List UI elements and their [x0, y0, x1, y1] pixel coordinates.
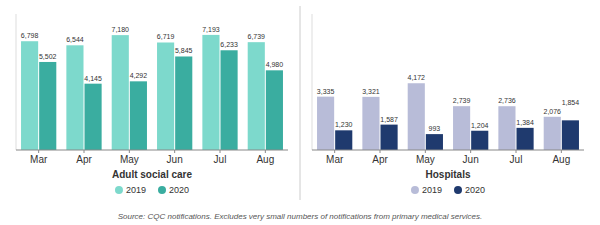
x-tick-label: Jul — [214, 154, 227, 165]
legend-label: 2019 — [126, 185, 146, 195]
bar — [130, 81, 147, 150]
data-label: 6,798 — [21, 32, 39, 39]
x-tick-label: Jun — [463, 154, 479, 165]
legend-label: 2020 — [465, 185, 485, 195]
legend-label: 2019 — [422, 185, 442, 195]
data-label: 1,384 — [516, 119, 534, 126]
x-tick — [516, 150, 517, 153]
x-tick — [220, 150, 221, 153]
data-label: 5,845 — [175, 47, 193, 54]
x-tick-label: Aug — [256, 154, 274, 165]
data-label: 3,321 — [362, 88, 380, 95]
data-label: 2,739 — [453, 97, 471, 104]
data-label: 4,292 — [130, 72, 148, 79]
bar — [248, 42, 265, 150]
legend-marker — [454, 186, 462, 194]
legend-marker — [158, 186, 166, 194]
panel-separator — [300, 6, 301, 200]
legend-marker — [411, 186, 419, 194]
bar — [221, 50, 238, 150]
bar — [202, 35, 219, 150]
bar — [471, 131, 488, 150]
bar — [85, 84, 102, 150]
data-label: 1,587 — [380, 116, 398, 123]
data-label: 1,204 — [471, 122, 489, 129]
chart-root: 6,798 6,544 7,180 6,719 7,193 6,739 5,502 4,145… — [0, 0, 600, 225]
y-axis-line — [312, 14, 313, 150]
bars — [21, 35, 283, 150]
legend: 2019 2020 — [411, 185, 485, 195]
x-tick-label: May — [120, 154, 139, 165]
x-tick-label: Mar — [30, 154, 48, 165]
data-label: 1,230 — [335, 121, 353, 128]
x-tick — [84, 150, 85, 153]
bar — [408, 83, 425, 150]
x-tick — [470, 150, 471, 153]
bar — [517, 128, 534, 150]
legend-marker — [115, 186, 123, 194]
data-label: 6,739 — [248, 33, 266, 40]
x-tick — [425, 150, 426, 153]
panel: 3,335 3,321 4,172 2,739 2,736 2,076 1,230 1,587… — [312, 14, 584, 195]
x-tick-label: May — [416, 154, 435, 165]
x-tick — [380, 150, 381, 153]
data-label: 7,193 — [202, 26, 220, 33]
bar — [562, 120, 579, 150]
x-tick — [38, 150, 39, 153]
bar — [175, 56, 192, 150]
data-label: 2,076 — [544, 108, 562, 115]
source-note: Source: CQC notifications. Excludes very… — [118, 212, 483, 221]
data-label: 2,736 — [498, 97, 516, 104]
x-tick-label: Apr — [372, 154, 388, 165]
data-label: 5,502 — [39, 53, 57, 60]
bar — [362, 97, 379, 150]
data-label: 4,172 — [408, 74, 426, 81]
x-tick — [265, 150, 266, 153]
data-label: 4,980 — [266, 61, 284, 68]
bar — [157, 42, 174, 150]
bar — [544, 117, 561, 150]
bar — [453, 106, 470, 150]
bar — [66, 45, 83, 150]
x-tick-label: Jul — [510, 154, 523, 165]
y-axis-line — [16, 14, 17, 150]
x-tick-label: Mar — [326, 154, 344, 165]
data-label: 993 — [429, 125, 441, 132]
legend-label: 2020 — [169, 185, 189, 195]
x-tick — [174, 150, 175, 153]
baseline — [16, 150, 288, 151]
data-label: 4,145 — [84, 75, 102, 82]
x-tick — [561, 150, 562, 153]
data-label: 6,233 — [220, 41, 238, 48]
bar — [21, 41, 38, 150]
x-tick-label: Apr — [76, 154, 92, 165]
bar — [317, 97, 334, 150]
x-tick-label: Jun — [167, 154, 183, 165]
bar — [335, 130, 352, 150]
legend: 2019 2020 — [115, 185, 189, 195]
x-tick — [334, 150, 335, 153]
x-tick-label: Aug — [552, 154, 570, 165]
data-label: 3,335 — [317, 88, 335, 95]
bar — [381, 125, 398, 150]
data-label: 6,544 — [66, 36, 84, 43]
section-label: Hospitals — [425, 169, 470, 180]
section-label: Adult social care — [112, 169, 192, 180]
panel: 6,798 6,544 7,180 6,719 7,193 6,739 5,502 4,145… — [16, 14, 288, 195]
bar — [498, 106, 515, 150]
bar — [426, 134, 443, 150]
data-label: 1,854 — [562, 99, 580, 106]
baseline — [312, 150, 584, 151]
bar — [112, 35, 129, 150]
x-tick — [129, 150, 130, 153]
data-label: 7,180 — [112, 26, 130, 33]
data-label: 6,719 — [157, 33, 175, 40]
bar — [266, 70, 283, 150]
bar — [39, 62, 56, 150]
bars — [317, 83, 579, 150]
